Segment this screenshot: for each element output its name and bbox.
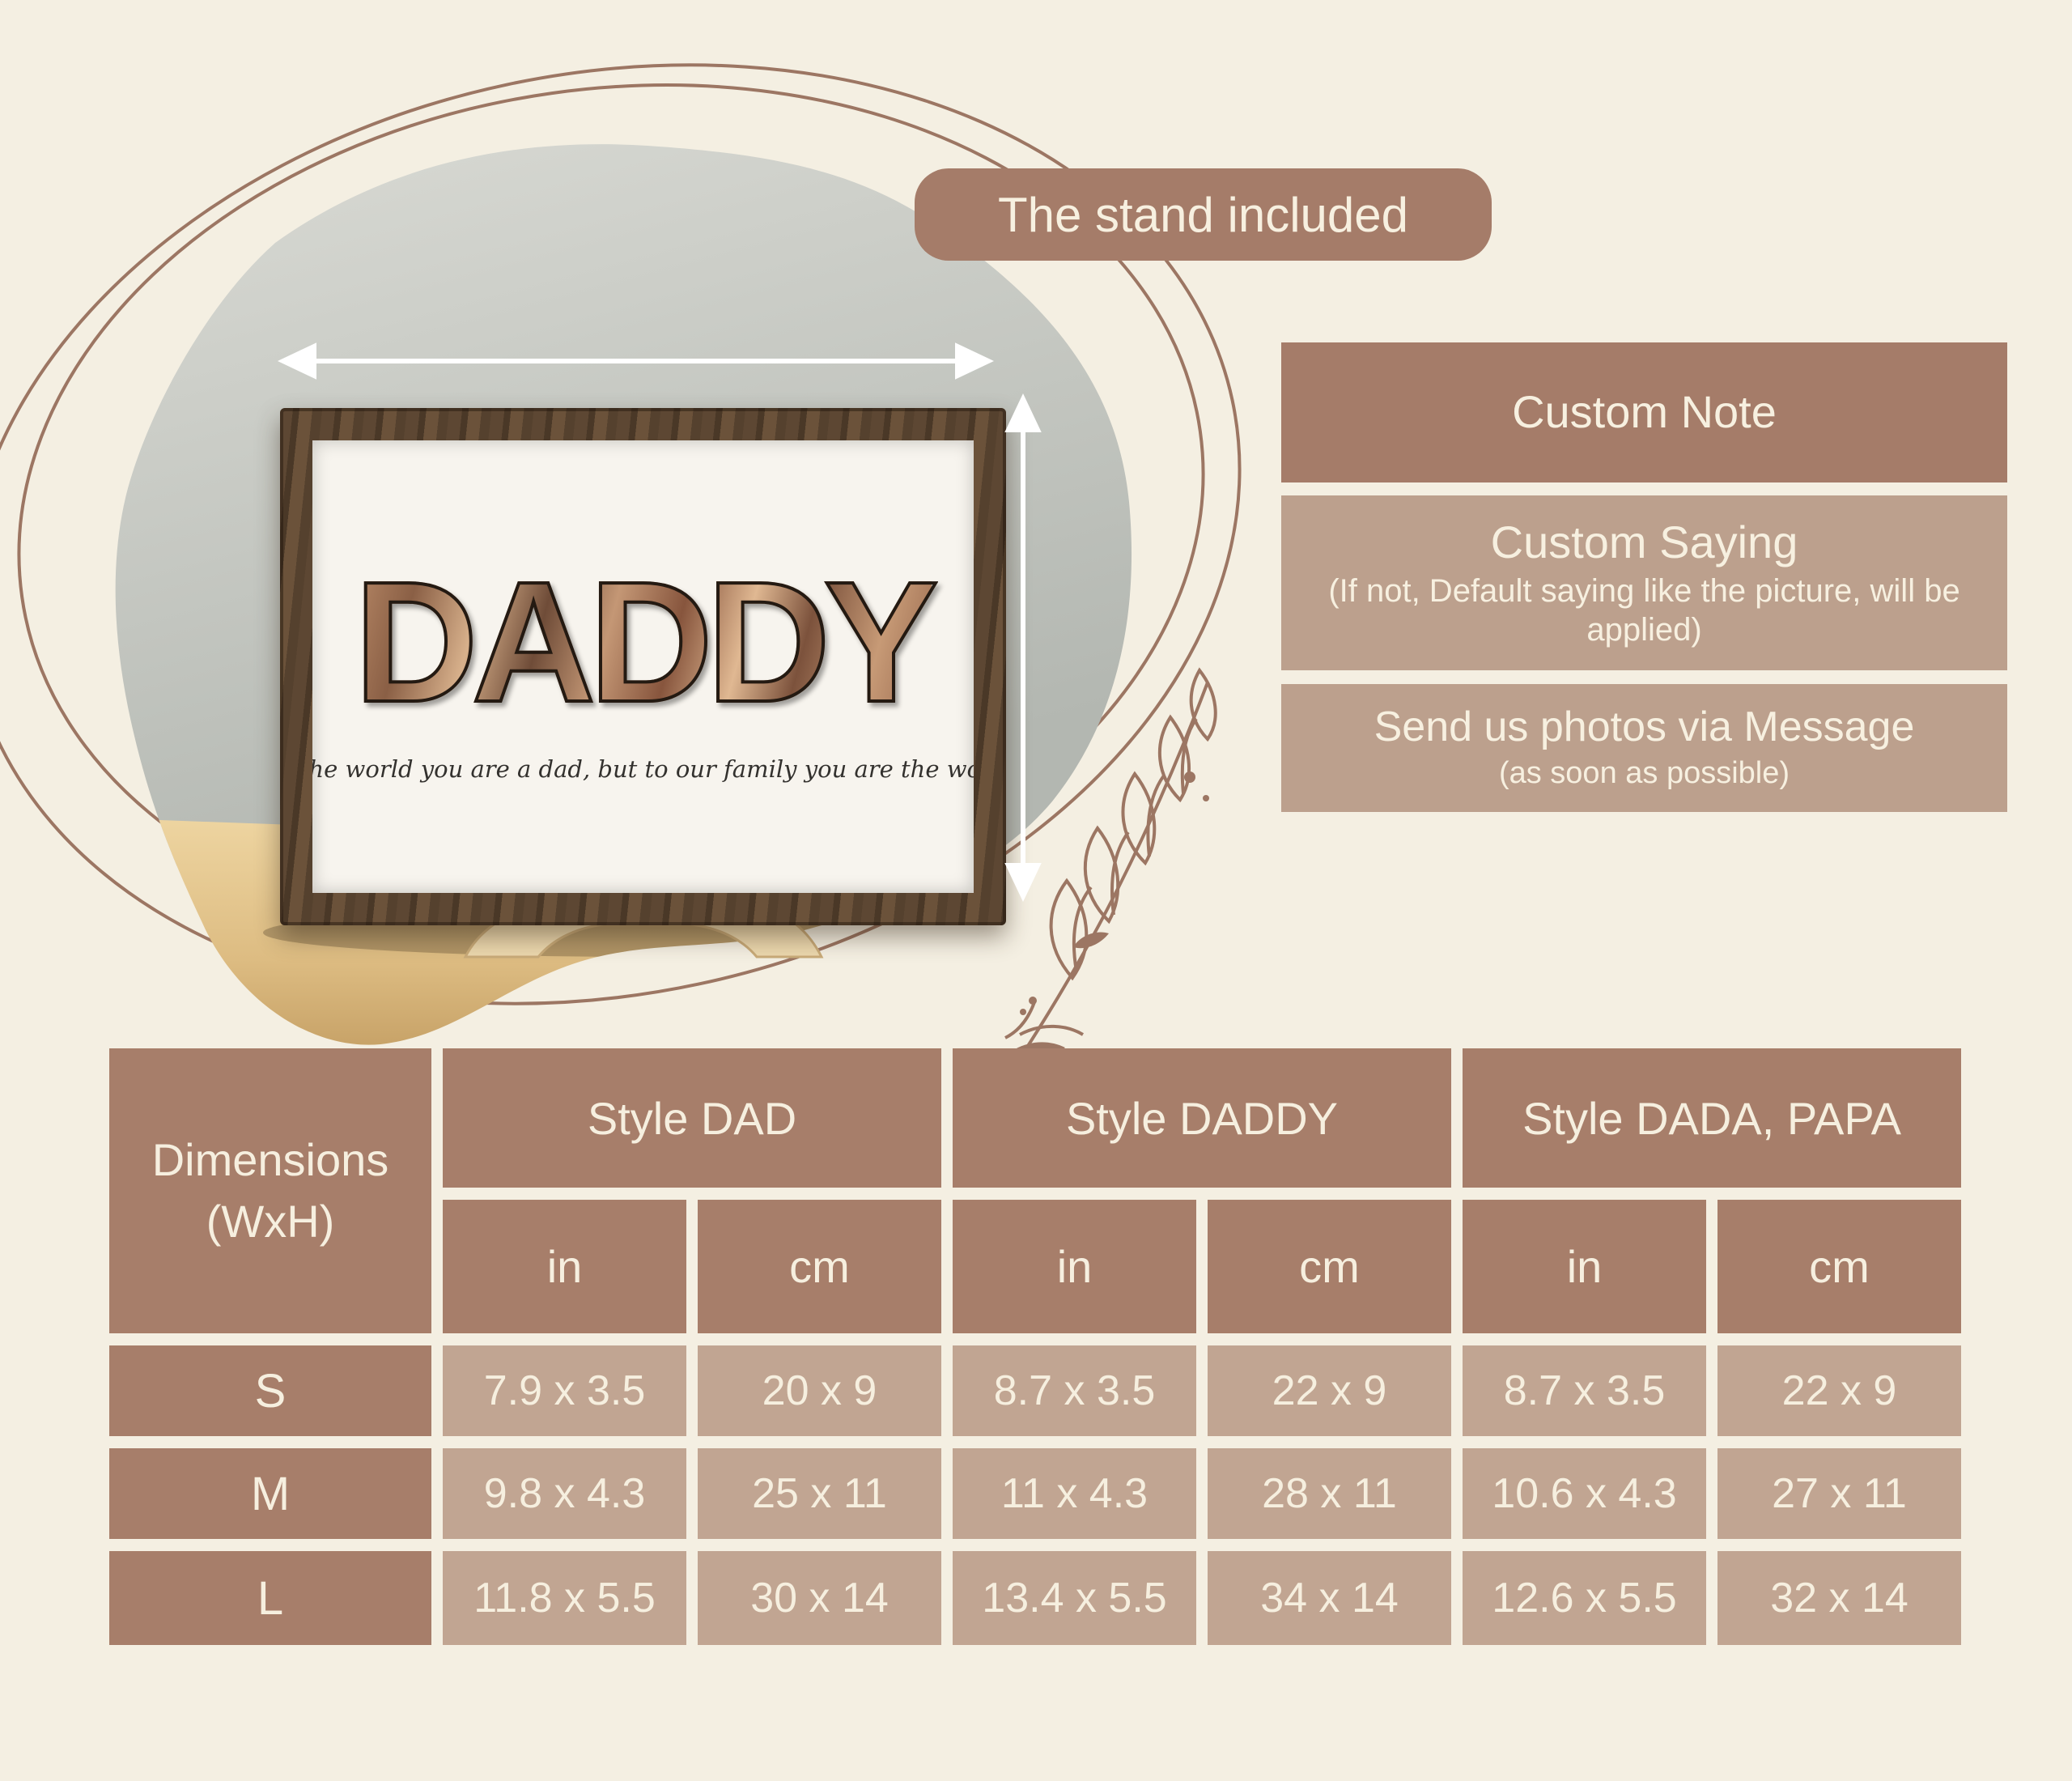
size-table: Dimensions (WxH) Style DAD Style DADDY S… [109, 1048, 1961, 1645]
size-value: 7.9 x 3.5 [443, 1345, 686, 1436]
frame-mat: DADDY To the world you are a dad, but to… [312, 440, 974, 893]
size-value: 34 x 14 [1208, 1551, 1451, 1645]
unit-header: in [443, 1200, 686, 1333]
stand-included-label: The stand included [997, 187, 1408, 242]
custom-saying-box: Custom Saying (If not, Default saying li… [1281, 495, 2007, 670]
frame-caption: To the world you are a dad, but to our f… [312, 754, 974, 783]
size-row-label-l: L [109, 1551, 431, 1645]
size-value: 8.7 x 3.5 [1463, 1345, 1706, 1436]
size-value: 10.6 x 4.3 [1463, 1448, 1706, 1539]
custom-saying-title: Custom Saying [1490, 516, 1798, 567]
unit-header: in [1463, 1200, 1706, 1333]
send-photos-subtitle: (as soon as possible) [1498, 756, 1790, 791]
table-corner-header: Dimensions (WxH) [109, 1048, 431, 1333]
size-row-label-m: M [109, 1448, 431, 1539]
size-row-label-s: S [109, 1345, 431, 1436]
custom-note-box: Custom Note [1281, 342, 2007, 482]
custom-note-title: Custom Note [1512, 386, 1777, 438]
size-value: 13.4 x 5.5 [953, 1551, 1196, 1645]
size-value: 25 x 11 [698, 1448, 941, 1539]
size-value: 32 x 14 [1717, 1551, 1961, 1645]
group-header-style-dada-papa: Style DADA, PAPA [1463, 1048, 1961, 1188]
send-photos-box: Send us photos via Message (as soon as p… [1281, 684, 2007, 812]
daddy-photo-letters: DADDY [353, 545, 940, 737]
size-value: 9.8 x 4.3 [443, 1448, 686, 1539]
unit-header: cm [1717, 1200, 1961, 1333]
size-value: 8.7 x 3.5 [953, 1345, 1196, 1436]
height-arrow-icon [1004, 393, 1042, 903]
size-value: 22 x 9 [1717, 1345, 1961, 1436]
photo-frame: DADDY To the world you are a dad, but to… [280, 408, 1006, 925]
custom-saying-subtitle: (If not, Default saying like the picture… [1328, 573, 1960, 648]
size-value: 22 x 9 [1208, 1345, 1451, 1436]
unit-header: in [953, 1200, 1196, 1333]
corner-line1: Dimensions [151, 1134, 389, 1186]
size-value: 12.6 x 5.5 [1463, 1551, 1706, 1645]
width-arrow-icon [277, 342, 995, 380]
corner-line2: (WxH) [206, 1196, 335, 1247]
size-value: 28 x 11 [1208, 1448, 1451, 1539]
size-value: 30 x 14 [698, 1551, 941, 1645]
leaf-branch-icon [1002, 667, 1217, 1073]
size-value: 11 x 4.3 [953, 1448, 1196, 1539]
unit-header: cm [1208, 1200, 1451, 1333]
group-header-style-daddy: Style DADDY [953, 1048, 1451, 1188]
group-header-style-dad: Style DAD [443, 1048, 941, 1188]
send-photos-title: Send us photos via Message [1374, 703, 1915, 751]
size-value: 27 x 11 [1717, 1448, 1961, 1539]
unit-header: cm [698, 1200, 941, 1333]
size-value: 20 x 9 [698, 1345, 941, 1436]
stand-included-badge: The stand included [915, 168, 1492, 261]
size-value: 11.8 x 5.5 [443, 1551, 686, 1645]
